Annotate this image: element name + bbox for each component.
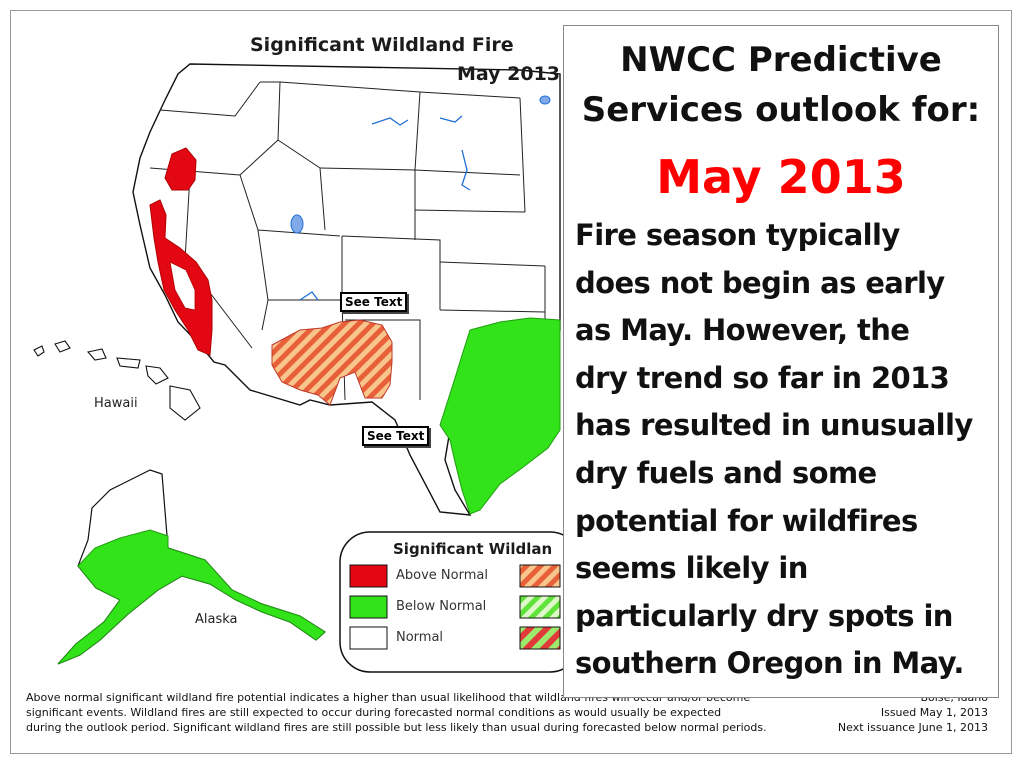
info-body-line: does not begin as early [575, 265, 945, 300]
legend-swatch-hatched-above [519, 564, 561, 588]
hatched-southwest [271, 319, 393, 406]
info-body-text: Fire season typically does not begin as … [575, 212, 995, 688]
issue-date: Issued May 1, 2013 [880, 706, 988, 719]
info-body-line: potential for wildfires [575, 503, 918, 538]
next-issuance: Next issuance June 1, 2013 [837, 721, 988, 734]
legend-swatch-above-normal [349, 564, 388, 588]
legend-swatch-hatched-below [519, 595, 561, 619]
legend-swatch-hatched-mixed [519, 626, 561, 650]
map-title-line1: Significant Wildland Fire [250, 34, 514, 56]
info-heading-line2: Services outlook for: [581, 90, 981, 130]
legend-label-below-normal: Below Normal [396, 599, 487, 614]
footer-disclaimer: Above normal significant wildland fire p… [26, 690, 816, 735]
see-text-callout-southwest: See Text [340, 292, 408, 312]
california-interior-gap [169, 261, 196, 311]
legend-swatch-below-normal [349, 595, 388, 619]
info-text-box: NWCC Predictive Services outlook for: Ma… [563, 25, 999, 698]
info-heading-line1: NWCC Predictive [620, 40, 942, 80]
info-body-line: Fire season typically [575, 218, 900, 252]
info-body-line: particularly dry spots in [575, 598, 953, 633]
below-normal-texas [439, 317, 561, 515]
hawaii-label: Hawaii [94, 396, 138, 411]
info-body-line: has resulted in unusually [575, 408, 973, 443]
info-body-line: dry trend so far in 2013 [575, 360, 950, 395]
alaska-label: Alaska [195, 612, 238, 627]
info-month: May 2013 [656, 150, 906, 204]
state-borders [149, 81, 546, 401]
above-normal-oregon [164, 147, 197, 191]
see-text-callout-texas: See Text [362, 426, 430, 446]
info-body-line: southern Oregon in May. [575, 646, 964, 681]
lake-marker [539, 95, 551, 105]
great-salt-lake [290, 214, 304, 234]
water-features [299, 115, 471, 301]
legend-label-above-normal: Above Normal [396, 568, 488, 583]
legend-swatch-normal [349, 626, 388, 650]
info-body-line: as May. However, the [575, 313, 910, 348]
hawaii-islands [33, 340, 201, 421]
below-normal-alaska [57, 529, 326, 665]
info-body-line: dry fuels and some [575, 455, 877, 490]
footer-line: during the outlook period. Significant w… [26, 721, 767, 734]
info-body-line: seems likely in [575, 551, 808, 586]
map-title-line2: May 2013 [457, 63, 561, 85]
legend-title: Significant Wildlan [393, 540, 553, 558]
footer-line: significant events. Wildland fires are s… [26, 706, 722, 719]
legend-label-normal: Normal [396, 630, 444, 645]
